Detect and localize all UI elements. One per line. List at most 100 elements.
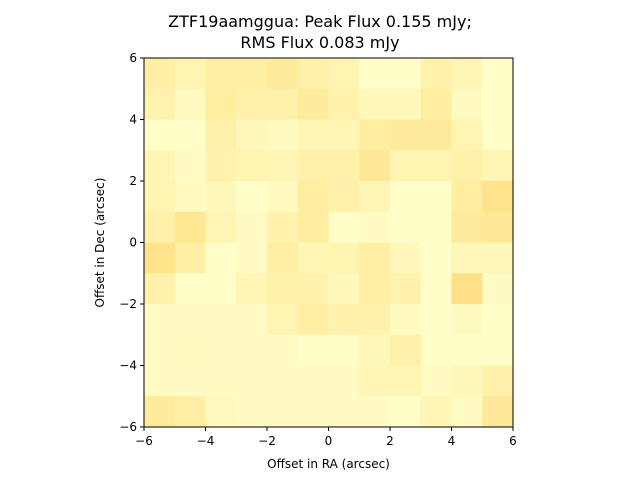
heatmap-cell xyxy=(420,150,453,182)
heatmap-cell xyxy=(359,181,391,213)
y-axis-ticks: −6 −4 −2 0 2 4 6 xyxy=(119,51,144,434)
heatmap-cell xyxy=(451,334,483,367)
x-tick-label: −2 xyxy=(258,434,276,448)
heatmap-cell xyxy=(482,334,514,367)
heatmap-cell xyxy=(174,119,207,151)
heatmap-cell xyxy=(144,58,176,90)
heatmap-cell xyxy=(420,119,453,151)
heatmap-cell xyxy=(451,58,483,90)
heatmap-cell xyxy=(267,396,299,428)
heatmap-cell xyxy=(144,242,176,274)
heatmap-cell xyxy=(236,273,268,305)
chart-title-line-2: RMS Flux 0.083 mJy xyxy=(240,33,400,52)
heatmap-cell xyxy=(267,365,299,397)
heatmap-cell xyxy=(174,150,207,182)
y-tick-label: 6 xyxy=(129,51,137,65)
x-axis-label: Offset in RA (arcsec) xyxy=(267,457,390,471)
heatmap-cell xyxy=(328,334,360,367)
heatmap-cell xyxy=(359,334,391,367)
heatmap-cell xyxy=(174,304,207,336)
heatmap-cell xyxy=(390,334,422,367)
heatmap-cell xyxy=(482,211,514,244)
heatmap-cell xyxy=(359,365,391,397)
heatmap-cell xyxy=(236,396,268,428)
heatmap-cell xyxy=(144,88,176,121)
y-tick-label: 2 xyxy=(129,174,137,188)
heatmap-cell xyxy=(144,150,176,182)
heatmap-cell xyxy=(205,273,237,305)
heatmap-cell xyxy=(236,334,268,367)
heatmap-cell xyxy=(267,58,299,90)
heatmap-cell xyxy=(390,58,422,90)
heatmap-cell xyxy=(297,119,330,151)
heatmap-cell xyxy=(390,273,422,305)
heatmap-cell xyxy=(420,334,453,367)
heatmap-cell xyxy=(451,119,483,151)
heatmap-cell xyxy=(390,88,422,121)
heatmap-cell xyxy=(236,150,268,182)
heatmap-cell xyxy=(359,58,391,90)
y-tick-label: −6 xyxy=(119,420,137,434)
heatmap-cell xyxy=(144,273,176,305)
heatmap-cell xyxy=(482,273,514,305)
heatmap-cell xyxy=(328,304,360,336)
heatmap-cell xyxy=(482,396,514,428)
heatmap-cell xyxy=(267,88,299,121)
heatmap-cell xyxy=(297,242,330,274)
x-tick-label: −4 xyxy=(197,434,215,448)
heatmap-cell xyxy=(328,181,360,213)
heatmap-cell xyxy=(390,396,422,428)
heatmap-cell xyxy=(205,242,237,274)
y-tick-label: −2 xyxy=(119,297,137,311)
heatmap-cell xyxy=(328,242,360,274)
heatmap-cell xyxy=(267,304,299,336)
heatmap-cell xyxy=(267,334,299,367)
heatmap-cell xyxy=(451,181,483,213)
x-tick-label: 2 xyxy=(386,434,394,448)
heatmap-cell xyxy=(451,88,483,121)
heatmap-cell xyxy=(174,396,207,428)
heatmap-cell xyxy=(420,211,453,244)
heatmap-cell xyxy=(390,119,422,151)
heatmap-cell xyxy=(482,181,514,213)
heatmap-cells xyxy=(144,58,514,428)
heatmap-cell xyxy=(420,242,453,274)
heatmap-cell xyxy=(390,242,422,274)
heatmap-cell xyxy=(359,119,391,151)
heatmap-cell xyxy=(144,211,176,244)
heatmap-cell xyxy=(174,365,207,397)
heatmap-cell xyxy=(297,365,330,397)
heatmap-cell xyxy=(205,58,237,90)
heatmap-cell xyxy=(390,211,422,244)
heatmap-cell xyxy=(420,181,453,213)
heatmap-cell xyxy=(451,242,483,274)
heatmap-cell xyxy=(297,181,330,213)
heatmap-cell xyxy=(328,119,360,151)
heatmap-cell xyxy=(328,396,360,428)
chart-title-line-1: ZTF19aamggua: Peak Flux 0.155 mJy; xyxy=(168,12,472,31)
heatmap-cell xyxy=(205,396,237,428)
heatmap-cell xyxy=(174,58,207,90)
heatmap-cell xyxy=(359,211,391,244)
heatmap-cell xyxy=(390,365,422,397)
heatmap-cell xyxy=(267,150,299,182)
heatmap-cell xyxy=(328,58,360,90)
heatmap-cell xyxy=(174,211,207,244)
heatmap-cell xyxy=(390,181,422,213)
heatmap-cell xyxy=(482,304,514,336)
heatmap-cell xyxy=(236,119,268,151)
heatmap-cell xyxy=(482,365,514,397)
heatmap-cell xyxy=(297,211,330,244)
heatmap-cell xyxy=(359,150,391,182)
x-tick-label: −6 xyxy=(135,434,153,448)
heatmap-cell xyxy=(144,119,176,151)
heatmap-cell xyxy=(236,88,268,121)
heatmap-cell xyxy=(267,119,299,151)
heatmap-cell xyxy=(236,211,268,244)
heatmap-cell xyxy=(297,58,330,90)
heatmap-cell xyxy=(482,119,514,151)
heatmap-cell xyxy=(297,396,330,428)
heatmap-cell xyxy=(205,88,237,121)
heatmap-cell xyxy=(482,242,514,274)
